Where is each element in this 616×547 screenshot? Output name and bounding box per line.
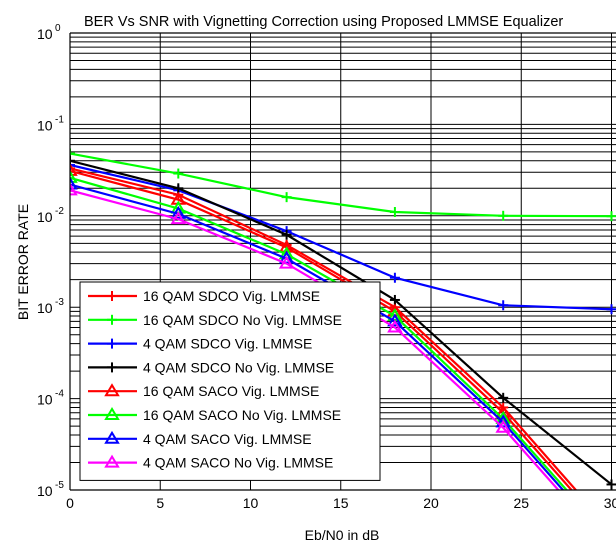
data-point (387, 313, 403, 327)
legend-item: 4 QAM SDCO No Vig. LMMSE (88, 359, 334, 375)
legend-item: 4 QAM SACO No Vig. LMMSE (88, 455, 333, 471)
y-tick-exponent: -2 (55, 206, 64, 217)
x-axis-label: Eb/N0 in dB (305, 527, 380, 543)
data-point (173, 183, 184, 194)
y-tick-label: 10 (37, 117, 53, 133)
x-tick-label: 30 (604, 495, 616, 511)
x-tick-label: 25 (513, 495, 529, 511)
legend-marker (104, 454, 120, 468)
legend-marker (107, 362, 117, 373)
data-point (170, 211, 187, 225)
data-point (387, 319, 403, 333)
legend-label: 4 QAM SACO Vig. LMMSE (143, 431, 312, 447)
y-tick-label: 10 (37, 483, 53, 499)
legend-label: 16 QAM SDCO Vig. LMMSE (143, 288, 320, 304)
data-point (70, 182, 78, 196)
data-point (281, 229, 292, 240)
legend-marker (104, 383, 120, 397)
legend-marker (107, 338, 117, 349)
legend-marker (104, 430, 120, 444)
y-tick-label: 10 (37, 300, 53, 316)
data-point (389, 294, 400, 305)
legend-label: 4 QAM SDCO Vig. LMMSE (143, 336, 312, 352)
x-tick-label: 10 (243, 495, 259, 511)
x-tick-label: 15 (333, 495, 349, 511)
data-point (498, 392, 509, 403)
data-point (70, 176, 78, 190)
data-point (607, 526, 616, 536)
y-tick-exponent: -4 (55, 389, 64, 400)
data-point (495, 419, 511, 433)
legend-item: 16 QAM SACO No Vig. LMMSE (88, 407, 341, 423)
axes (69, 32, 616, 491)
data-point (606, 529, 616, 539)
legend-item: 16 QAM SDCO Vig. LMMSE (88, 288, 320, 304)
legend-marker (107, 291, 117, 301)
data-point (498, 210, 509, 221)
y-tick-exponent: 0 (55, 23, 61, 34)
legend-label: 16 QAM SACO No Vig. LMMSE (143, 407, 341, 423)
series-line (70, 152, 612, 218)
data-point (70, 148, 75, 159)
series-line (70, 169, 573, 490)
data-point (70, 169, 78, 183)
series-line (70, 159, 613, 486)
chart-title: BER Vs SNR with Vignetting Correction us… (84, 14, 563, 30)
x-tick-label: 0 (66, 495, 74, 511)
data-point (606, 211, 616, 222)
data-point (498, 300, 509, 311)
y-tick-exponent: -1 (55, 114, 64, 125)
x-tick-label: 5 (156, 495, 164, 511)
legend-label: 16 QAM SACO Vig. LMMSE (143, 383, 319, 399)
data-point (606, 539, 616, 547)
legend-label: 4 QAM SDCO No Vig. LMMSE (143, 359, 334, 375)
series-line (70, 163, 612, 311)
legend-box (79, 281, 381, 481)
legend-item: 16 QAM SDCO No Vig. LMMSE (88, 312, 342, 328)
data-point (70, 159, 75, 170)
y-axis-label: BIT ERROR RATE (15, 204, 31, 320)
legend-label: 4 QAM SACO No Vig. LMMSE (143, 455, 333, 471)
data-point (70, 155, 75, 166)
series-2 (70, 148, 616, 222)
legend-item: 4 QAM SDCO Vig. LMMSE (88, 336, 312, 352)
y-tick-label: 10 (37, 209, 53, 225)
y-tick-exponent: -5 (55, 480, 64, 491)
data-point (278, 255, 295, 269)
data-point (173, 168, 184, 179)
legend-item: 16 QAM SACO Vig. LMMSE (88, 383, 319, 399)
x-tick-label: 20 (423, 495, 439, 511)
data-point (70, 162, 78, 176)
data-point (170, 205, 187, 219)
legend-marker (107, 314, 117, 325)
legend-item: 4 QAM SACO Vig. LMMSE (88, 431, 312, 447)
y-tick-label: 10 (37, 392, 53, 408)
data-point (389, 272, 400, 283)
series-line (70, 167, 578, 490)
series-4 (70, 155, 616, 490)
y-tick-exponent: -3 (55, 297, 64, 308)
legend-label: 16 QAM SDCO No Vig. LMMSE (143, 312, 342, 328)
legend-marker (104, 407, 120, 420)
data-point (281, 192, 292, 203)
legend: 16 QAM SDCO Vig. LMMSE 16 QAM SDCO No Vig… (79, 281, 381, 481)
data-point (389, 207, 400, 218)
y-tick-label: 10 (37, 26, 53, 42)
data-point (70, 163, 75, 174)
data-point (606, 535, 616, 545)
data-point (606, 479, 616, 490)
data-point (606, 304, 616, 315)
